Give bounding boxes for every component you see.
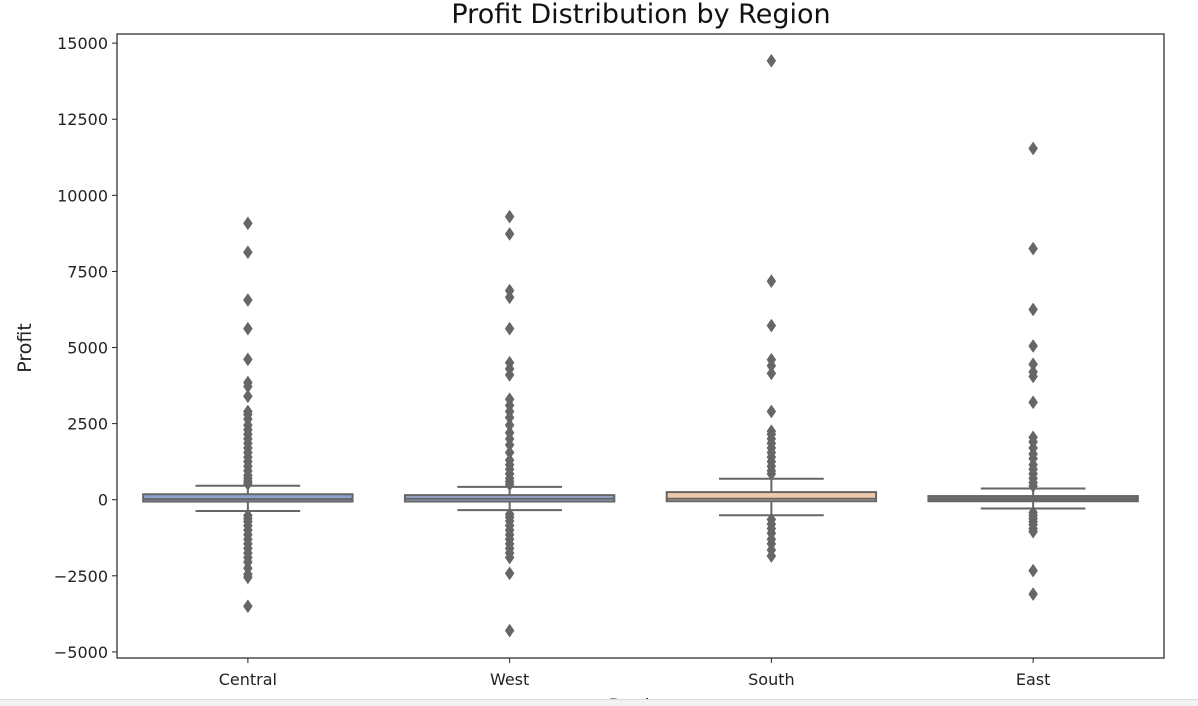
- y-tick-label: 5000: [67, 339, 108, 358]
- outlier-point: [766, 53, 777, 68]
- outlier-point: [766, 318, 777, 333]
- outlier-point: [1028, 241, 1038, 256]
- box-group-west: [403, 209, 616, 638]
- outlier-point: [1028, 395, 1038, 410]
- outlier-point: [243, 570, 253, 585]
- outlier-point: [504, 477, 515, 492]
- y-tick-label: 12500: [57, 110, 108, 129]
- y-tick-label: −2500: [54, 567, 108, 586]
- outlier-point: [243, 293, 253, 307]
- outlier-point: [504, 290, 515, 305]
- y-tick-label: 15000: [57, 34, 108, 53]
- outlier-point: [243, 352, 253, 367]
- outlier-point: [1028, 563, 1038, 578]
- outlier-point: [504, 367, 515, 382]
- y-tick-label: 7500: [67, 262, 108, 281]
- x-tick-label: West: [490, 670, 529, 689]
- bottom-scroll-strip: [0, 699, 1198, 706]
- y-axis-label: Profit: [14, 323, 36, 373]
- outlier-point: [1028, 587, 1038, 602]
- outlier-point: [243, 321, 253, 336]
- outlier-point: [243, 245, 253, 260]
- x-tick-label: South: [748, 670, 795, 689]
- outlier-point: [243, 216, 253, 231]
- outlier-point: [504, 623, 515, 638]
- outlier-point: [1028, 369, 1038, 384]
- y-tick-label: −5000: [54, 643, 108, 662]
- outlier-point: [243, 389, 253, 404]
- outlier-point: [766, 404, 777, 419]
- outlier-point: [1028, 524, 1038, 539]
- outlier-point: [766, 466, 777, 481]
- y-axis: −5000 −2500 0 2500 5000 7500 10000 12500 15000: [54, 34, 117, 662]
- iqr-box: [142, 493, 354, 503]
- plot-frame: [116, 33, 1165, 659]
- x-tick-label: East: [1016, 670, 1051, 689]
- outlier-point: [1028, 339, 1038, 353]
- y-tick-label: 2500: [67, 415, 108, 434]
- outlier-point: [504, 550, 515, 565]
- outlier-point: [766, 549, 777, 563]
- outlier-point: [504, 209, 515, 224]
- outlier-point: [1028, 141, 1038, 156]
- box-group-south: [665, 53, 878, 563]
- outlier-point: [243, 599, 253, 614]
- box-group-central: [142, 216, 354, 614]
- outlier-point: [504, 566, 515, 581]
- x-tick-label: Central: [219, 670, 277, 689]
- box-group-east: [927, 141, 1139, 602]
- x-axis: Central West South East: [219, 658, 1051, 689]
- iqr-box: [665, 491, 878, 503]
- outlier-point: [243, 476, 253, 491]
- outlier-point: [1028, 479, 1038, 493]
- y-tick-label: 0: [98, 491, 108, 510]
- outlier-point: [766, 274, 777, 289]
- plot-area: [142, 53, 1139, 638]
- y-tick-label: 10000: [57, 186, 108, 205]
- outlier-point: [766, 366, 777, 381]
- outlier-point: [504, 227, 515, 241]
- outlier-point: [504, 321, 515, 336]
- outlier-point: [1028, 302, 1038, 317]
- chart-title: Profit Distribution by Region: [451, 0, 830, 30]
